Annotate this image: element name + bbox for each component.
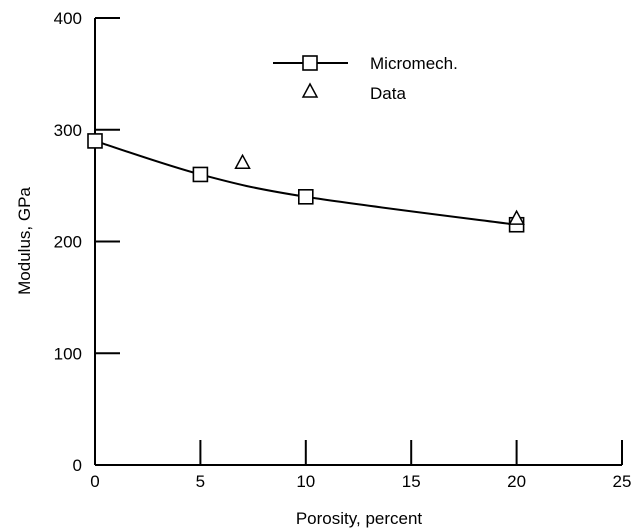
legend-label-data: Data (370, 84, 406, 103)
x-axis-title: Porosity, percent (296, 509, 423, 528)
axes: 0 5 10 15 20 25 0 100 200 300 400 (54, 9, 632, 491)
y-tick-label: 100 (54, 344, 82, 363)
triangle-marker (508, 209, 525, 225)
legend-square-marker (302, 55, 318, 71)
x-tick-label: 5 (196, 472, 205, 491)
x-tick-label: 10 (296, 472, 315, 491)
y-tick-label: 300 (54, 121, 82, 140)
x-ticks: 0 5 10 15 20 25 (90, 440, 631, 491)
x-tick-label: 25 (613, 472, 632, 491)
triangle-marker (234, 153, 251, 170)
series-line-micromech (94, 139, 517, 226)
square-marker (192, 166, 209, 183)
legend-label-micromech: Micromech. (370, 54, 458, 73)
square-marker (297, 189, 314, 205)
x-tick-label: 0 (90, 472, 99, 491)
x-tick-label: 20 (507, 472, 526, 491)
legend-entry-micromech: Micromech. (273, 54, 458, 73)
y-tick-label: 200 (54, 233, 82, 252)
x-tick-label: 15 (402, 472, 421, 491)
square-marker (87, 133, 103, 149)
y-tick-label: 0 (73, 456, 82, 475)
legend-triangle-marker (301, 82, 319, 98)
legend-entry-data: Data (301, 82, 406, 103)
y-axis-title: Modulus, GPa (15, 187, 34, 295)
legend: Micromech. Data (273, 54, 458, 103)
y-tick-label: 400 (54, 9, 82, 28)
y-ticks: 0 100 200 300 400 (54, 9, 120, 475)
series-layer (87, 133, 525, 233)
